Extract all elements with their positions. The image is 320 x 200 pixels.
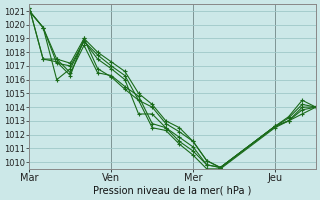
- X-axis label: Pression niveau de la mer( hPa ): Pression niveau de la mer( hPa ): [93, 186, 252, 196]
